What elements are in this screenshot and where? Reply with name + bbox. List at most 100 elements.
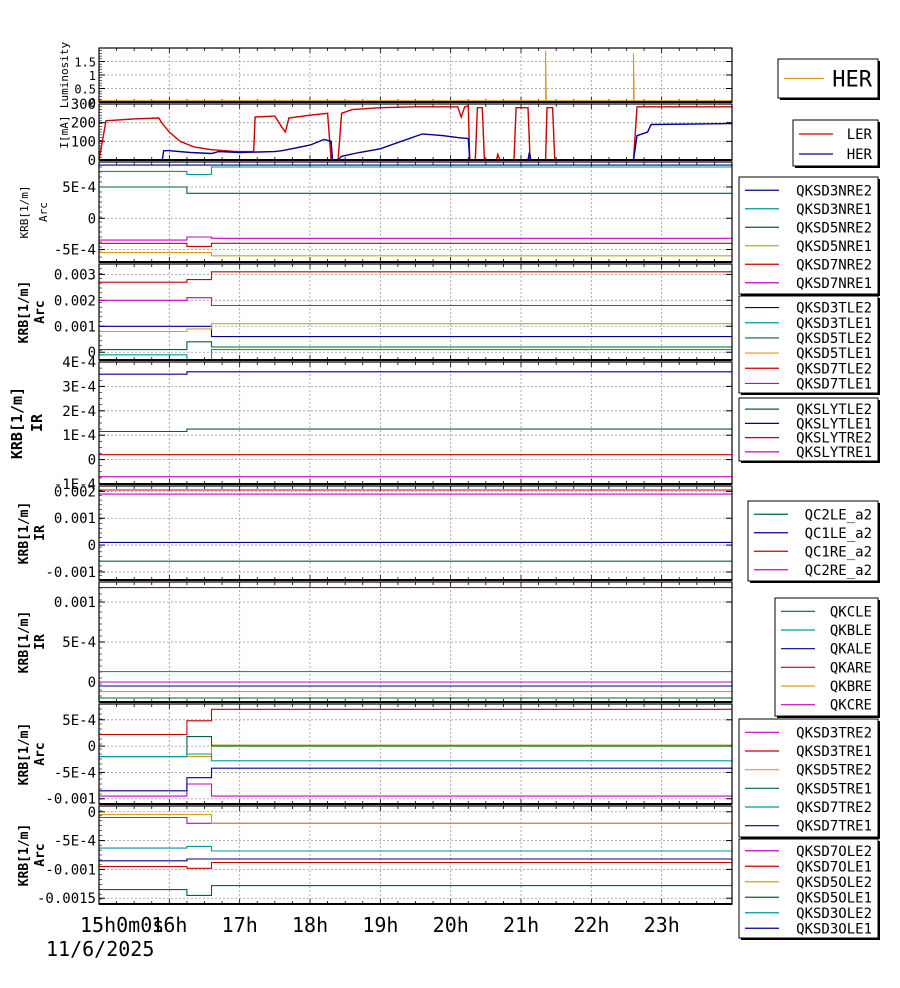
y-axis-label: KRB[1/m] xyxy=(18,186,31,239)
legend-label: QKSD7TRE2 xyxy=(796,800,872,816)
legend-label: QKSD7TRE1 xyxy=(796,819,872,835)
legend-arc2: QKSD3TLE2QKSD3TLE1QKSD5TLE2QKSD5TLE1QKSD… xyxy=(738,295,880,395)
series-line-QKSD3TRE2 xyxy=(99,783,732,797)
y-tick-label: 1.5 xyxy=(74,56,96,70)
legend-box xyxy=(738,295,879,394)
y-tick-label: 0.002 xyxy=(54,484,96,500)
legend-label: QKSLYTLE1 xyxy=(796,416,872,432)
panel-frame xyxy=(98,485,733,581)
legend-label: HER xyxy=(847,147,873,163)
legend-label: QKCLE xyxy=(830,604,872,620)
y-tick-label: 100 xyxy=(71,134,96,150)
legend-current: LER HER xyxy=(792,119,880,168)
series-line-HER xyxy=(99,50,732,102)
y-tick-label: 0 xyxy=(89,96,96,110)
legend-label: QKSD7OLE2 xyxy=(796,844,872,860)
legend-box xyxy=(738,397,879,462)
legend-label: QKSD7TLE1 xyxy=(796,376,872,392)
y-tick-label: 0 xyxy=(88,739,96,755)
panel-arc4: 0 -5E-4 -0.001 -0.0015 KRB[1/m] Arc xyxy=(17,805,733,907)
y-tick-label: 0.001 xyxy=(54,595,96,611)
series-line-QKSD3TLE2 xyxy=(99,325,732,338)
x-tick-label: 16h xyxy=(151,913,187,937)
series-line-QKSD7OLE1 xyxy=(99,861,732,869)
series-line-QKSD5TLE2 xyxy=(99,341,732,351)
y-tick-label: 5E-4 xyxy=(62,635,96,651)
legend-label: QKSD3NRE2 xyxy=(796,183,872,199)
series-line-HER xyxy=(99,122,733,161)
legend-label: QC2RE_a2 xyxy=(805,563,872,579)
legend-ir2: QC2LE_a2 QC1LE_a2 QC1RE_a2 QC2RE_a2 xyxy=(747,500,880,583)
panel-arc2: 0.003 0.002 0.001 0 KRB[1/m] Arc xyxy=(17,263,733,361)
y-axis-sublabel: Arc xyxy=(37,202,50,222)
series-line-QKSLYTLE2 xyxy=(99,428,732,433)
series-line-QKSD7TRE1 xyxy=(99,767,732,792)
panel-frame xyxy=(98,361,733,485)
legend-label: QKALE xyxy=(830,642,872,658)
y-axis-label: KRB[1/m] xyxy=(17,723,32,786)
y-axis-label: KRB[1/m] xyxy=(17,281,32,344)
panel-frame xyxy=(98,263,733,361)
y-tick-label: -0.001 xyxy=(45,862,96,878)
x-tick-label: 23h xyxy=(644,913,680,937)
y-axis-label: Luminosity xyxy=(58,42,71,109)
series-line-LER xyxy=(98,105,732,161)
series-line-QKSD7TRE2 xyxy=(99,753,732,762)
y-axis-label: KRB[1/m] xyxy=(8,387,26,459)
legend-label: QKSLYTLE2 xyxy=(796,402,872,418)
legend-label: QKSLYTRE2 xyxy=(796,431,872,447)
legend-label: QKSLYTRE1 xyxy=(796,445,872,461)
y-axis-sublabel: Arc xyxy=(33,300,48,323)
legend-label: QKCRE xyxy=(830,698,872,714)
legend-label: QKSD5TRE1 xyxy=(796,781,872,797)
y-tick-label: 0.001 xyxy=(54,511,96,527)
legend-label: QKSD5OLE2 xyxy=(796,875,872,891)
series-line-QKSD7TLE1 xyxy=(99,297,732,307)
x-tick-label: 21h xyxy=(503,913,539,937)
legend-label: QKSD3TRE2 xyxy=(796,725,872,741)
series-line-QKSD5TLE1 xyxy=(99,323,732,333)
panel-arc3: 5E-4 0 -5E-4 -0.001 KRB[1/m] Arc xyxy=(17,703,733,808)
x-tick-label: 22h xyxy=(573,913,609,937)
legend-box xyxy=(774,597,879,717)
y-tick-label: 3E-4 xyxy=(62,379,96,395)
legend-box xyxy=(738,176,879,295)
date-label: 11/6/2025 xyxy=(46,937,154,961)
legend-label: LER xyxy=(847,127,873,143)
legend-label: QKSD7OLE1 xyxy=(796,859,872,875)
y-axis-label: KRB[1/m] xyxy=(17,502,32,565)
series-line-QKSD7NRE1 xyxy=(99,236,732,241)
legend-label: QKSD5TRE2 xyxy=(796,763,872,779)
legend-arc1: QKSD3NRE2 QKSD3NRE1 QKSD5NRE2 QKSD5NRE1 QKSD… xyxy=(738,176,880,296)
panel-arc1: 5E-4 0 -5E-4 KRB[1/m] Arc xyxy=(18,161,733,263)
y-tick-label: 1E-4 xyxy=(62,428,96,444)
x-tick-label: 18h xyxy=(292,913,328,937)
legend-label: QKSD5OLE1 xyxy=(796,890,872,906)
y-tick-label: -1E-4 xyxy=(54,477,96,493)
panel-ir2: 0.002 0.001 0 -0.001 KRB[1/m] IR xyxy=(17,484,733,581)
series-line-QKSD3OLE1 xyxy=(99,858,732,862)
x-tick-label: 19h xyxy=(362,913,398,937)
series-line-QKSD7NRE2 xyxy=(99,242,732,247)
series-line-QKSD5NRE1 xyxy=(99,252,732,257)
y-axis-label: KRB[1/m] xyxy=(17,611,32,674)
series-line-QKSD3TRE1 xyxy=(99,708,732,736)
legend-ir3: QKCLE QKBLE QKALE QKARE QKBRE QKCRE xyxy=(774,597,880,718)
y-axis-label: I[mA] xyxy=(58,115,71,148)
legend-label: QKSD5NRE2 xyxy=(796,220,872,236)
legend-label: QKSD3NRE1 xyxy=(796,202,872,218)
y-tick-label: 300 xyxy=(71,97,96,113)
panel-ir3: 0.001 5E-4 0 KRB[1/m] IR xyxy=(17,581,733,703)
series-line-QKSD3OLE2 xyxy=(99,845,732,852)
y-tick-label: 0 xyxy=(88,153,96,169)
y-tick-label: 5E-4 xyxy=(62,180,96,196)
series-line-QKSD5OLE2 xyxy=(99,814,732,824)
series-line-QKSD7TLE2 xyxy=(99,271,732,283)
legend-label: QKSD3TLE1 xyxy=(796,316,872,332)
y-tick-label: 0 xyxy=(88,211,96,227)
x-tick-label: 20h xyxy=(433,913,469,937)
y-axis-label: KRB[1/m] xyxy=(17,824,32,887)
